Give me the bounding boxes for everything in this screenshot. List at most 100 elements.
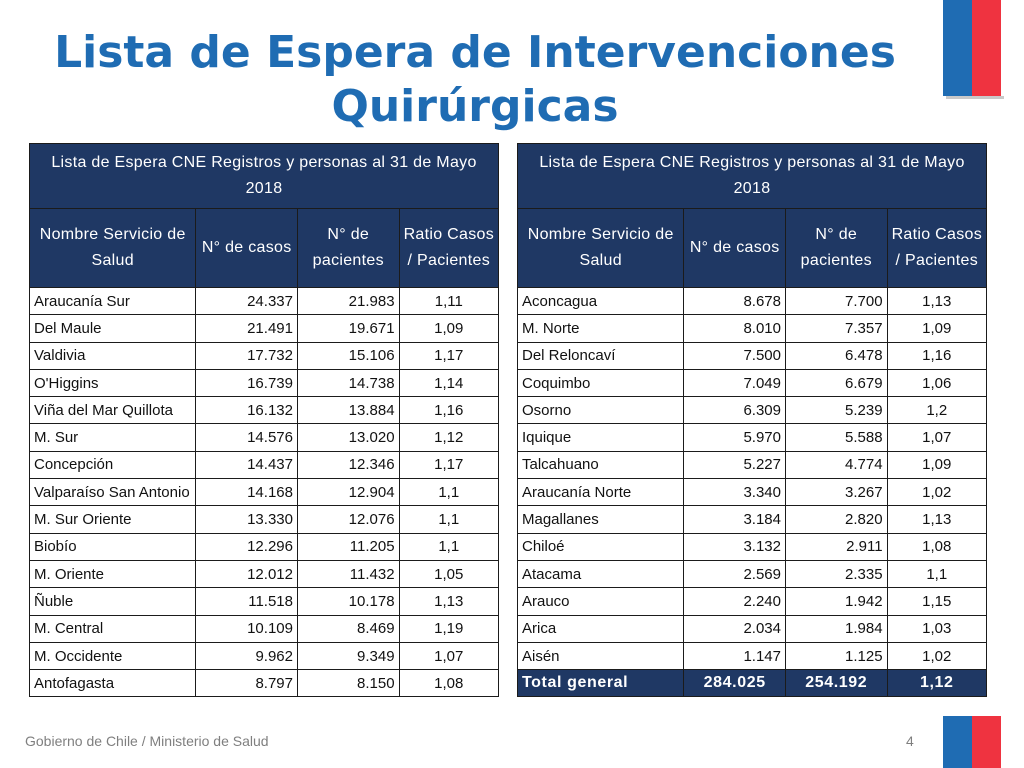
cell-casos: 3.340 — [683, 478, 786, 507]
table-body: Araucanía Sur 24.337 21.983 1,11 Del Maule 21… — [28, 286, 500, 698]
cell-casos: 2.034 — [683, 614, 786, 643]
table-row: Osorno 6.309 5.239 1,2 — [516, 396, 988, 425]
table-row: M. Oriente 12.012 11.432 1,05 — [28, 559, 500, 589]
cell-casos: 12.296 — [195, 532, 298, 561]
cell-casos: 2.240 — [683, 587, 786, 616]
column-header-ratio: Ratio Casos / Pacientes — [398, 208, 500, 288]
table-row: M. Norte 8.010 7.357 1,09 — [516, 314, 988, 343]
cell-pacientes: 14.738 — [296, 368, 400, 398]
table-row: Viña del Mar Quillota 16.132 13.884 1,16 — [28, 396, 500, 425]
cell-ratio: 1,1 — [398, 505, 500, 534]
cell-ratio: 1,08 — [398, 669, 500, 698]
total-label: Total general — [516, 669, 685, 698]
cell-ratio: 1,16 — [398, 396, 500, 425]
table-row: Del Reloncaví 7.500 6.478 1,16 — [516, 341, 988, 370]
column-header-pacientes: N° de pacientes — [296, 208, 400, 288]
cell-servicio: Arica — [516, 614, 685, 643]
table-row: Antofagasta 8.797 8.150 1,08 — [28, 669, 500, 698]
cell-casos: 6.309 — [683, 396, 786, 425]
cell-servicio: Concepción — [28, 450, 197, 480]
cell-casos: 16.132 — [195, 396, 298, 425]
cell-ratio: 1,07 — [398, 641, 500, 671]
cell-casos: 8.010 — [683, 314, 786, 343]
cell-casos: 7.049 — [683, 368, 786, 398]
cell-servicio: Valdivia — [28, 341, 197, 370]
cell-casos: 14.168 — [195, 478, 298, 507]
cell-casos: 5.227 — [683, 450, 786, 480]
cell-casos: 11.518 — [195, 587, 298, 616]
cell-servicio: M. Oriente — [28, 559, 197, 589]
cell-servicio: Ñuble — [28, 587, 197, 616]
chile-flag-logo-bottom — [943, 716, 1001, 768]
slide-title-line-1: Lista de Espera de Intervenciones — [54, 27, 896, 78]
table-row: Atacama 2.569 2.335 1,1 — [516, 559, 988, 589]
cell-casos: 1.147 — [683, 641, 786, 671]
table-row: M. Sur Oriente 13.330 12.076 1,1 — [28, 505, 500, 534]
cell-ratio: 1,13 — [886, 286, 988, 316]
cell-servicio: Aisén — [516, 641, 685, 671]
table-row: Del Maule 21.491 19.671 1,09 — [28, 314, 500, 343]
cell-ratio: 1,2 — [886, 396, 988, 425]
cell-servicio: Antofagasta — [28, 669, 197, 698]
cell-servicio: Iquique — [516, 423, 685, 452]
cell-ratio: 1,09 — [398, 314, 500, 343]
cell-pacientes: 8.469 — [296, 614, 400, 643]
cell-servicio: Osorno — [516, 396, 685, 425]
table-row: Arica 2.034 1.984 1,03 — [516, 614, 988, 643]
cell-pacientes: 12.346 — [296, 450, 400, 480]
cell-pacientes: 6.679 — [784, 368, 888, 398]
cell-pacientes: 11.205 — [296, 532, 400, 561]
table-caption: Lista de Espera CNE Registros y personas… — [29, 143, 499, 209]
waitlist-table-right: Lista de Espera CNE Registros y personas… — [516, 143, 988, 698]
cell-ratio: 1,06 — [886, 368, 988, 398]
cell-casos: 2.569 — [683, 559, 786, 589]
total-pacientes: 254.192 — [784, 669, 888, 698]
cell-pacientes: 7.357 — [784, 314, 888, 343]
cell-pacientes: 11.432 — [296, 559, 400, 589]
cell-casos: 14.437 — [195, 450, 298, 480]
table-row: Araucanía Norte 3.340 3.267 1,02 — [516, 478, 988, 507]
cell-pacientes: 1.942 — [784, 587, 888, 616]
cell-pacientes: 7.700 — [784, 286, 888, 316]
cell-ratio: 1,12 — [398, 423, 500, 452]
cell-servicio: Coquimbo — [516, 368, 685, 398]
table-row: Concepción 14.437 12.346 1,17 — [28, 450, 500, 480]
cell-servicio: Valparaíso San Antonio — [28, 478, 197, 507]
cell-pacientes: 3.267 — [784, 478, 888, 507]
cell-ratio: 1,08 — [886, 532, 988, 561]
cell-servicio: M. Sur — [28, 423, 197, 452]
total-row: Total general 284.025 254.192 1,12 — [516, 669, 988, 698]
cell-ratio: 1,17 — [398, 450, 500, 480]
column-header-ratio: Ratio Casos / Pacientes — [886, 208, 988, 288]
cell-servicio: Araucanía Norte — [516, 478, 685, 507]
cell-pacientes: 5.588 — [784, 423, 888, 452]
total-casos: 284.025 — [683, 669, 786, 698]
table-row: Magallanes 3.184 2.820 1,13 — [516, 505, 988, 534]
chile-flag-logo-top — [943, 0, 1004, 99]
slide-title: Lista de Espera de Intervenciones Quirúr… — [0, 26, 950, 134]
waitlist-table-left: Lista de Espera CNE Registros y personas… — [28, 143, 500, 698]
cell-pacientes: 9.349 — [296, 641, 400, 671]
cell-ratio: 1,03 — [886, 614, 988, 643]
cell-ratio: 1,02 — [886, 641, 988, 671]
table-row: Valparaíso San Antonio 14.168 12.904 1,1 — [28, 478, 500, 507]
cell-ratio: 1,15 — [886, 587, 988, 616]
column-header-casos: N° de casos — [195, 208, 298, 288]
cell-servicio: Araucanía Sur — [28, 286, 197, 316]
table-row: Iquique 5.970 5.588 1,07 — [516, 423, 988, 452]
cell-pacientes: 10.178 — [296, 587, 400, 616]
cell-casos: 14.576 — [195, 423, 298, 452]
cell-servicio: M. Sur Oriente — [28, 505, 197, 534]
table-row: O'Higgins 16.739 14.738 1,14 — [28, 368, 500, 398]
table-row: Aconcagua 8.678 7.700 1,13 — [516, 286, 988, 316]
cell-pacientes: 2.820 — [784, 505, 888, 534]
table-row: Coquimbo 7.049 6.679 1,06 — [516, 368, 988, 398]
cell-casos: 10.109 — [195, 614, 298, 643]
cell-ratio: 1,02 — [886, 478, 988, 507]
column-header-casos: N° de casos — [683, 208, 786, 288]
cell-ratio: 1,07 — [886, 423, 988, 452]
column-header-servicio: Nombre Servicio de Salud — [28, 208, 197, 288]
column-header-pacientes: N° de pacientes — [784, 208, 888, 288]
cell-servicio: Atacama — [516, 559, 685, 589]
cell-casos: 3.184 — [683, 505, 786, 534]
